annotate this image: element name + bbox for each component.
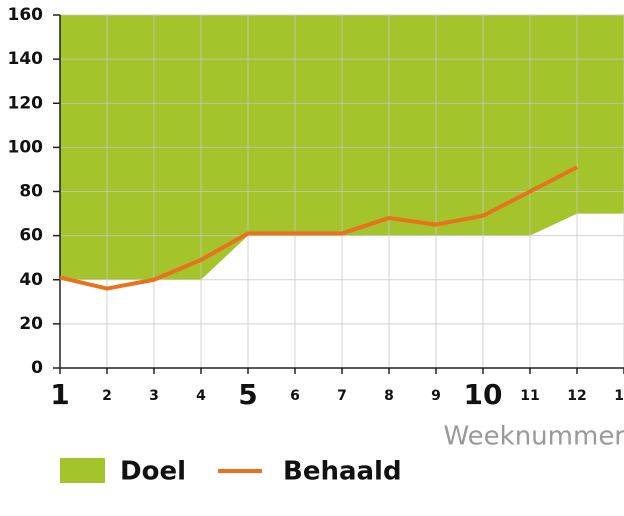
y-tick-label: 80 [19,182,43,202]
y-tick-label: 120 [8,93,44,113]
x-tick-label: 2 [102,388,112,404]
y-tick-label: 100 [8,137,44,157]
x-tick-label: 3 [149,388,159,404]
x-tick-label: 6 [290,388,300,404]
x-tick-label: 8 [384,388,394,404]
x-tick-label: 12 [567,388,586,404]
line [59,165,578,291]
legend-label: Behaald [283,457,402,487]
legend-label: Doel [120,457,186,487]
x-axis-label: Weeknummer [443,422,624,452]
x-tick-label: 11 [520,388,539,404]
y-tick-label: 60 [19,226,43,246]
y-tick-label: 0 [31,358,43,378]
y-tick-label: 160 [8,5,44,25]
x-tick-label: 10 [464,378,503,411]
y-tick-label: 40 [19,270,43,290]
legend-swatch [60,458,105,483]
y-tick-label: 140 [8,49,44,69]
x-tick-label: 5 [238,378,257,411]
x-tick-label: 9 [431,388,441,404]
x-tick-label: 1 [50,378,69,411]
y-tick-label: 20 [19,314,43,334]
x-tick-label: 13 [614,388,624,404]
x-tick-label: 7 [337,388,347,404]
x-tick-label: 4 [196,388,206,404]
